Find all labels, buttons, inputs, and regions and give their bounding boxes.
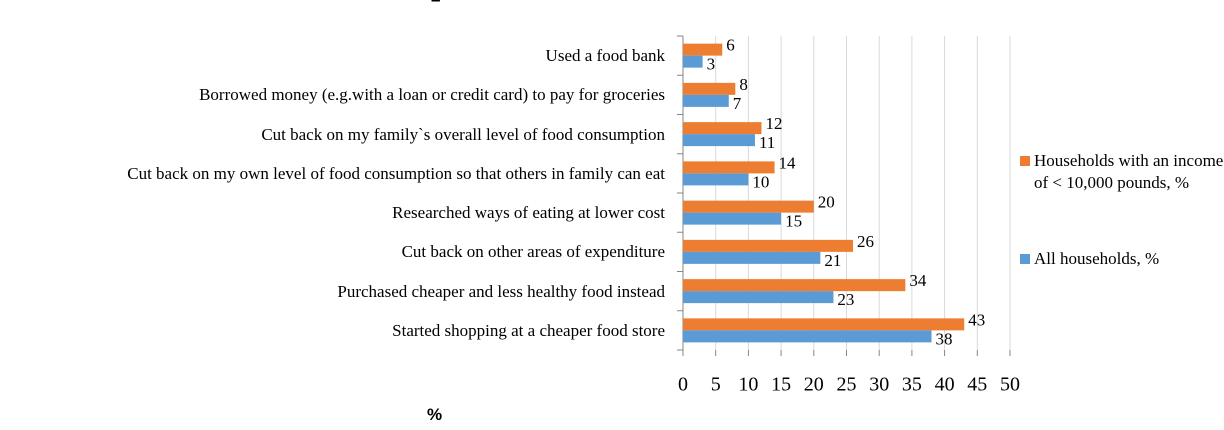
bar (683, 134, 755, 147)
x-tick-label: 50 (1000, 374, 1020, 396)
bar (683, 279, 906, 292)
legend-label: All households, % (1034, 249, 1160, 268)
x-tick-label: 40 (935, 374, 955, 396)
x-tick-label: 10 (738, 374, 758, 396)
x-tick-label: 20 (804, 374, 824, 396)
category-label: Cut back on other areas of expenditure (401, 242, 665, 262)
x-tick-label: 30 (869, 374, 889, 396)
bar (683, 291, 834, 304)
data-label: 26 (857, 232, 874, 251)
chart-title: – (431, 0, 440, 10)
legend-label: Households with an income of < 10,000 po… (1034, 151, 1224, 192)
bar (683, 122, 762, 135)
bar (683, 173, 749, 186)
data-label: 23 (837, 290, 854, 309)
category-label: Researched ways of eating at lower cost (392, 203, 665, 223)
bar (683, 251, 821, 264)
data-label: 20 (818, 193, 835, 212)
bar (683, 82, 736, 95)
data-label: 15 (785, 212, 802, 231)
x-tick-label: 35 (902, 374, 922, 396)
bar (683, 318, 965, 331)
x-tick-label: 5 (711, 374, 721, 396)
category-label: Borrowed money (e.g.with a loan or credi… (199, 85, 665, 105)
x-tick-label: 45 (967, 374, 987, 396)
data-label: 7 (733, 94, 742, 113)
bar (683, 212, 782, 225)
data-label: 3 (707, 55, 716, 74)
data-label: 43 (968, 310, 985, 329)
data-label: 38 (936, 329, 953, 348)
data-label: 10 (752, 172, 769, 191)
bar (683, 43, 723, 56)
data-label: 8 (739, 75, 748, 94)
data-label: 21 (824, 251, 841, 270)
bar (683, 239, 854, 252)
data-label: 34 (909, 271, 927, 290)
data-label: 6 (726, 36, 735, 55)
data-label: 14 (779, 153, 797, 172)
data-label: 11 (759, 133, 775, 152)
x-axis-title: % (427, 405, 443, 424)
legend-swatch (1020, 254, 1030, 264)
category-label: Cut back on my family`s overall level of… (261, 124, 665, 144)
x-tick-label: 0 (678, 374, 688, 396)
bar (683, 330, 932, 343)
bar (683, 161, 775, 174)
x-tick-label: 25 (837, 374, 857, 396)
data-label: 12 (765, 114, 782, 133)
category-label: Cut back on my own level of food consump… (127, 163, 665, 183)
category-label: Used a food bank (545, 46, 665, 66)
bar (683, 200, 814, 213)
bar (683, 55, 703, 68)
bar (683, 94, 729, 107)
category-label: Purchased cheaper and less healthy food … (337, 281, 665, 301)
category-label: Started shopping at a cheaper food store (392, 320, 665, 340)
legend-swatch (1020, 156, 1030, 166)
x-tick-label: 15 (771, 374, 791, 396)
